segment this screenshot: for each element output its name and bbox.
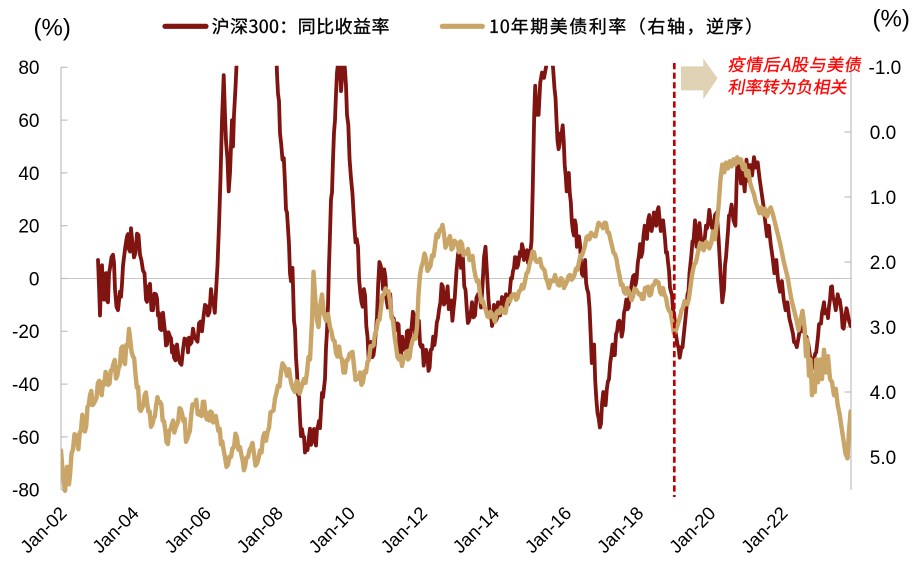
svg-text:5.0: 5.0: [870, 448, 896, 469]
svg-text:0: 0: [29, 269, 40, 290]
svg-text:-60: -60: [12, 428, 39, 449]
svg-text:80: 80: [18, 58, 39, 79]
svg-text:1.0: 1.0: [870, 188, 896, 209]
svg-text:3.0: 3.0: [870, 318, 896, 339]
svg-text:-1.0: -1.0: [869, 58, 902, 79]
svg-text:(%): (%): [873, 6, 910, 33]
svg-text:(%): (%): [34, 14, 71, 41]
svg-text:0.0: 0.0: [870, 123, 896, 144]
svg-text:60: 60: [18, 111, 39, 132]
svg-text:-40: -40: [12, 375, 39, 396]
svg-text:4.0: 4.0: [870, 383, 896, 404]
svg-text:20: 20: [18, 217, 39, 238]
svg-text:-20: -20: [12, 322, 39, 343]
svg-text:40: 40: [18, 164, 39, 185]
svg-text:-80: -80: [12, 481, 39, 502]
svg-text:2.0: 2.0: [870, 253, 896, 274]
